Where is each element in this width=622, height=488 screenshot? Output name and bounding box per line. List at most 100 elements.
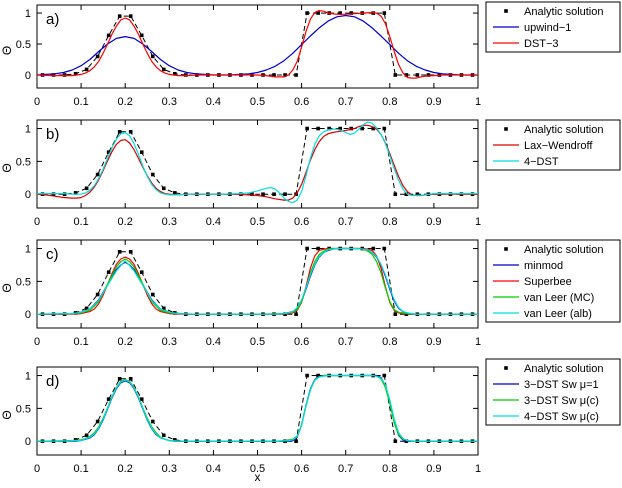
panel-b-x-tick-label: 0 xyxy=(34,216,40,228)
panel-d-x-tick-label: 0.5 xyxy=(250,463,265,475)
panel-d-x-tick-label: 0.3 xyxy=(162,463,177,475)
panel-b-analytic-marker xyxy=(150,172,155,177)
panel-a-x-tick-label: 0 xyxy=(34,96,40,108)
panel-b-analytic-marker xyxy=(305,126,309,131)
panel-a-analytic-marker xyxy=(106,33,111,38)
panel-a-x-tick-label: 0.5 xyxy=(250,96,265,108)
panel-d-x-tick-label: 0.7 xyxy=(338,463,353,475)
panel-a-legend-label: DST−3 xyxy=(524,38,559,50)
panel-a-analytic-marker xyxy=(382,11,387,15)
panel-d-analytic-marker xyxy=(294,439,298,444)
panel-a-analytic-marker xyxy=(62,73,67,77)
panel-b-analytic-marker xyxy=(250,192,254,197)
panel-d-analytic-marker xyxy=(382,373,387,378)
panel-b-analytic-marker xyxy=(139,150,144,154)
panel-a-analytic-marker xyxy=(316,11,320,15)
panel-d-y-axis-label: Θ xyxy=(0,410,14,419)
panel-b-x-tick-label: 0.8 xyxy=(382,216,397,228)
panel-b-analytic-marker xyxy=(173,191,177,195)
panel-a-analytic-marker xyxy=(117,14,122,18)
panel-d-analytic-marker xyxy=(106,397,111,401)
panel-d-series-3-dst-sw-c--line xyxy=(36,374,478,442)
panel-c-x-tick-label: 0.1 xyxy=(73,336,88,348)
panel-d-x-tick-label: 0.4 xyxy=(206,463,221,475)
panel-c-analytic-marker xyxy=(371,246,376,251)
panel-a-legend-analytic-marker xyxy=(504,9,508,13)
panel-a-x-tick-label: 0.4 xyxy=(206,96,221,108)
panel-b-analytic-marker xyxy=(51,192,56,197)
panel-c-legend-label: minmod xyxy=(524,260,563,272)
panel-a-x-tick-label: 0.6 xyxy=(294,96,309,108)
panel-b-analytic-marker xyxy=(283,192,287,197)
panel-c-x-tick-label: 0.5 xyxy=(250,336,265,348)
panel-c-analytic-marker xyxy=(393,312,398,317)
panel-d-analytic-marker xyxy=(84,433,89,438)
panel-b-analytic-marker xyxy=(404,192,409,197)
panel-d-analytic-marker xyxy=(139,397,144,401)
panel-c-x-tick-label: 0.6 xyxy=(294,336,309,348)
panel-c-analytic-marker xyxy=(117,250,122,254)
panel-a-x-tick-label: 0.8 xyxy=(382,96,397,108)
panel-b-y-tick-label: 1 xyxy=(25,124,31,136)
panel-b-x-tick-label: 0.9 xyxy=(426,216,441,228)
panel-c-analytic-marker xyxy=(150,292,155,297)
panel-d-analytic-marker xyxy=(393,439,398,444)
panel-c-analytic-marker xyxy=(95,292,100,297)
panel-d-analytic-marker xyxy=(173,438,177,442)
panel-c-y-axis-label: Θ xyxy=(0,283,14,292)
panel-c-x-tick-label: 0.3 xyxy=(162,336,177,348)
panel-a-analytic-marker xyxy=(84,67,89,72)
panel-c-series-minmod-line xyxy=(37,247,478,315)
panel-b-x-tick-label: 0.1 xyxy=(73,216,88,228)
panel-b-analytic-marker xyxy=(261,192,265,197)
panel-b-x-tick-label: 0.2 xyxy=(118,216,133,228)
panel-c-analytic-marker xyxy=(139,270,144,274)
panel-d-series-4-dst-sw-c--line xyxy=(37,374,478,442)
panel-c-analytic-marker xyxy=(294,312,298,317)
panel-d-y-tick-label: 0.5 xyxy=(16,403,31,415)
panel-d-analytic-marker xyxy=(161,433,166,438)
panel-a-x-tick-label: 0.3 xyxy=(162,96,177,108)
panel-a-analytic-marker xyxy=(294,73,298,77)
panel-d-y-tick-label: 0 xyxy=(25,436,31,448)
panel-c-series-van-leer-mc--line xyxy=(36,247,478,315)
panel-b-analytic-marker xyxy=(95,172,100,177)
panel-d-x-tick-label: 0.9 xyxy=(426,463,441,475)
panel-b-analytic-marker xyxy=(316,126,320,131)
panel-a-x-tick-label: 0.9 xyxy=(426,96,441,108)
panel-d-analytic-marker xyxy=(95,419,100,424)
panel-a-analytic-marker xyxy=(305,11,309,15)
panel-a-x-tick-label: 0.7 xyxy=(338,96,353,108)
panel-a-analytic-marker xyxy=(73,71,78,76)
panel-c-label: c) xyxy=(46,246,59,263)
panel-b-legend-label: 4−DST xyxy=(524,156,559,168)
panel-b-analytic-marker xyxy=(371,126,376,131)
panel-d-analytic-marker xyxy=(117,377,122,381)
panel-a-analytic-marker xyxy=(349,11,354,15)
panel-c-x-tick-label: 0.2 xyxy=(118,336,133,348)
panel-a-y-tick-label: 0.5 xyxy=(16,39,31,51)
panel-b-x-tick-label: 1 xyxy=(475,216,481,228)
panel-d-analytic-marker xyxy=(128,377,133,381)
panel-b-analytic-marker xyxy=(360,126,365,131)
panel-c-legend-label: Superbee xyxy=(524,276,572,288)
panel-d-x-tick-label: 0.8 xyxy=(382,463,397,475)
panel-c-x-tick-label: 0.7 xyxy=(338,336,353,348)
panel-b-label: b) xyxy=(46,126,59,143)
panel-c-analytic-marker xyxy=(161,306,166,311)
panel-c-y-tick-label: 1 xyxy=(25,244,31,256)
panel-b-analytic-marker xyxy=(106,150,111,154)
x-axis-label: x xyxy=(255,470,261,484)
panel-c-y-tick-label: 0 xyxy=(25,309,31,321)
panel-d-legend-label: 3−DST Sw μ=1 xyxy=(524,379,599,391)
panel-b-legend-label: Lax−Wendroff xyxy=(524,140,593,152)
panel-a-legend-label: Analytic solution xyxy=(524,6,604,18)
panel-c-legend-analytic-marker xyxy=(504,247,508,251)
panel-d-label: d) xyxy=(46,373,59,390)
panel-a-y-tick-label: 1 xyxy=(25,8,31,20)
panel-b-y-tick-label: 0 xyxy=(25,189,31,201)
panel-d-legend-label: 4−DST Sw μ(c) xyxy=(524,411,599,423)
panel-b-x-tick-label: 0.7 xyxy=(338,216,353,228)
panel-b-analytic-marker xyxy=(327,126,331,131)
